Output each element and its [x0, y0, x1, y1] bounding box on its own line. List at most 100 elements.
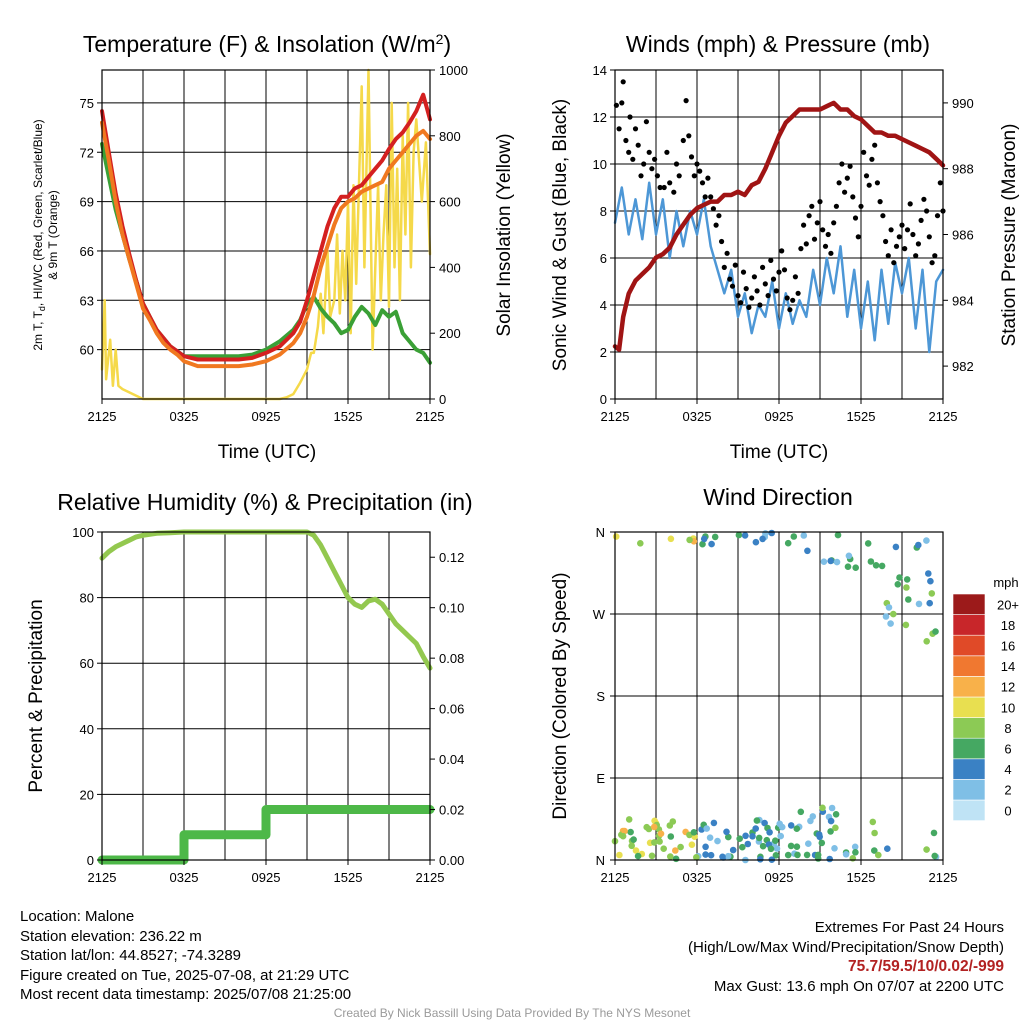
y-tick-label: N — [596, 525, 605, 540]
y2-tick-label: 982 — [952, 359, 974, 374]
wind-direction-point — [703, 825, 710, 832]
wind-gust-point — [751, 274, 758, 280]
legend-color-box — [952, 593, 986, 615]
wind-direction-point — [667, 833, 675, 840]
wind-gust-point — [847, 163, 853, 169]
wind-direction-point — [699, 540, 706, 548]
x-tick-label: 2125 — [601, 409, 630, 424]
wind-gust-point — [932, 253, 938, 259]
wind-gust-point — [888, 227, 894, 233]
wind-gust-point — [883, 238, 889, 245]
wind-direction-point — [844, 563, 852, 570]
wind-gust-point — [620, 79, 626, 85]
wind-gust-point — [657, 184, 663, 191]
temperature-x-axis-label: Time (UTC) — [218, 442, 317, 463]
wind-direction-point — [827, 817, 835, 825]
y-tick-label: W — [593, 607, 606, 622]
wind-direction-point — [878, 562, 886, 570]
wind-gust-point — [792, 274, 799, 280]
y2-tick-label: 0.12 — [439, 550, 464, 565]
wind-gust-point — [667, 180, 673, 186]
wind-direction-point — [634, 852, 642, 860]
x-tick-label: 1525 — [847, 409, 876, 424]
extremes-title: Extremes For Past 24 Hours — [814, 919, 1004, 936]
wind-gust-point — [825, 231, 831, 238]
wind-gust-point — [630, 156, 636, 162]
wind-direction-point — [710, 819, 718, 827]
extremes-values: 75.7/59.5/10/0.02/-999 — [848, 958, 1004, 976]
y-tick-label: 80 — [80, 591, 94, 606]
y2-tick-label: 988 — [952, 162, 974, 177]
wind-direction-point — [819, 804, 826, 812]
y2-tick-label: 0.06 — [439, 702, 464, 717]
wind-gust-point — [719, 238, 725, 245]
wind-direction-point — [797, 808, 805, 816]
wind-direction-point — [648, 852, 656, 860]
wind-gust-point — [880, 213, 886, 219]
wind-direction-point — [932, 628, 939, 635]
wind-gust-point — [817, 199, 823, 205]
x-tick-label: 2125 — [929, 870, 958, 885]
wind-gust-point — [727, 276, 733, 282]
temperature-y-axis-label: 2m T, Td, HI/WC (Red, Green, Scarlet/Blu… — [31, 119, 47, 350]
wind-direction-point — [625, 816, 633, 823]
wind-direction-point — [666, 822, 674, 829]
y-tick-label: 40 — [80, 722, 94, 737]
wind-direction-point — [612, 533, 620, 540]
x-tick-label: 2125 — [88, 409, 117, 424]
wind-direction-point — [833, 558, 841, 566]
y2-tick-label: 0 — [439, 392, 446, 407]
wind-direction-point — [672, 855, 680, 863]
wind-direction-point — [744, 840, 752, 848]
wind-direction-point — [790, 533, 798, 540]
legend-color-box — [952, 758, 986, 780]
station-pressure-line — [612, 100, 946, 352]
wind-direction-point — [767, 845, 775, 853]
wind-direction-point — [887, 620, 894, 627]
wind-gust-point — [652, 156, 658, 162]
wind-gust-point — [918, 217, 924, 223]
wind-gust-point — [872, 142, 878, 148]
wind-gust-point — [877, 199, 883, 205]
wind-gust-point — [907, 201, 913, 207]
wind-direction-point — [632, 847, 640, 854]
x-tick-label: 1525 — [847, 870, 876, 885]
wind-direction-point — [852, 849, 859, 856]
legend-label: 12 — [1001, 680, 1015, 695]
x-tick-label: 0925 — [765, 870, 794, 885]
wind-gust-point — [806, 213, 812, 219]
wind-direction-point — [923, 846, 930, 853]
wind-direction-point — [915, 541, 922, 549]
wind-direction-point — [752, 825, 759, 832]
legend-color-box — [952, 676, 986, 698]
y2-tick-label: 986 — [952, 228, 974, 243]
wind-direction-point — [828, 804, 836, 812]
x-tick-label: 0925 — [252, 409, 281, 424]
wind-gust-point — [619, 100, 625, 106]
wind-direction-point — [905, 596, 912, 603]
wind-direction-point — [660, 845, 667, 852]
wind-direction-point — [690, 829, 698, 836]
wind-gust-point — [699, 180, 706, 186]
temperature-panel: Temperature (F) & Insolation (W/m2) 2125… — [31, 31, 515, 463]
wind-direction-point — [752, 538, 760, 546]
wind-direction-point — [621, 827, 628, 835]
wind-gust-point — [754, 288, 760, 294]
wind-direction-point — [723, 828, 730, 836]
wind-direction-point — [784, 851, 792, 859]
wind-direction-point — [845, 552, 853, 560]
wind-gust-point — [869, 156, 875, 162]
winds-panel: Winds (mph) & Pressure (mb) 2125 0325 0925… — [550, 31, 1020, 463]
wind-direction-point — [739, 843, 746, 851]
y2-tick-label: 1000 — [439, 63, 468, 78]
wind-direction-point — [777, 832, 784, 840]
wind-direction-point — [930, 829, 938, 837]
wind-gust-point — [691, 173, 697, 179]
wind-direction-panel: Wind Direction 2125 0325 0925 1525 2125 N E S W N… — [550, 484, 1019, 885]
wind-direction-point — [714, 837, 721, 845]
nine-meter-temperature-line — [100, 120, 432, 369]
wind-direction-point — [793, 825, 801, 832]
wind-direction-point — [867, 558, 875, 565]
wind-gust-point — [757, 302, 763, 308]
wind-gust-point — [641, 161, 647, 167]
